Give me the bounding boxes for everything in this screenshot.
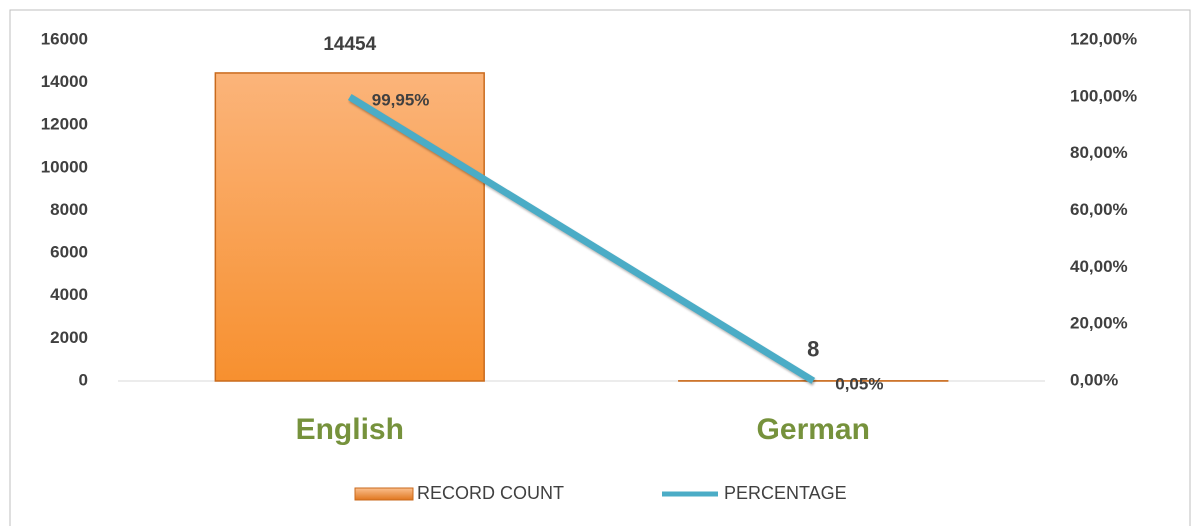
chart-border [10,10,1190,526]
x-tick-label: English [296,413,404,446]
y2-tick-label: 40,00% [1070,257,1128,276]
x-tick-label: German [757,413,870,446]
legend-swatch [355,488,413,500]
y-tick-label: 14000 [41,72,88,91]
y2-tick-label: 60,00% [1070,200,1128,219]
data-label: 14454 [323,34,376,55]
y2-tick-label: 0,00% [1070,370,1118,389]
data-label: 0,05% [835,374,883,393]
y2-tick-label: 20,00% [1070,314,1128,333]
y-tick-label: 8000 [50,200,88,219]
data-label: 8 [807,337,819,362]
bar [215,73,484,381]
y-tick-label: 0 [79,370,88,389]
y-tick-label: 10000 [41,157,88,176]
y-tick-label: 2000 [50,328,88,347]
y-tick-label: 12000 [41,115,88,134]
data-label: 99,95% [372,90,430,109]
y-tick-label: 4000 [50,285,88,304]
y2-tick-label: 100,00% [1070,86,1137,105]
y-tick-label: 6000 [50,243,88,262]
legend-label: PERCENTAGE [724,483,847,503]
y2-tick-label: 120,00% [1070,29,1137,48]
legend-label: RECORD COUNT [417,483,564,503]
y2-tick-label: 80,00% [1070,143,1128,162]
y-tick-label: 16000 [41,29,88,48]
